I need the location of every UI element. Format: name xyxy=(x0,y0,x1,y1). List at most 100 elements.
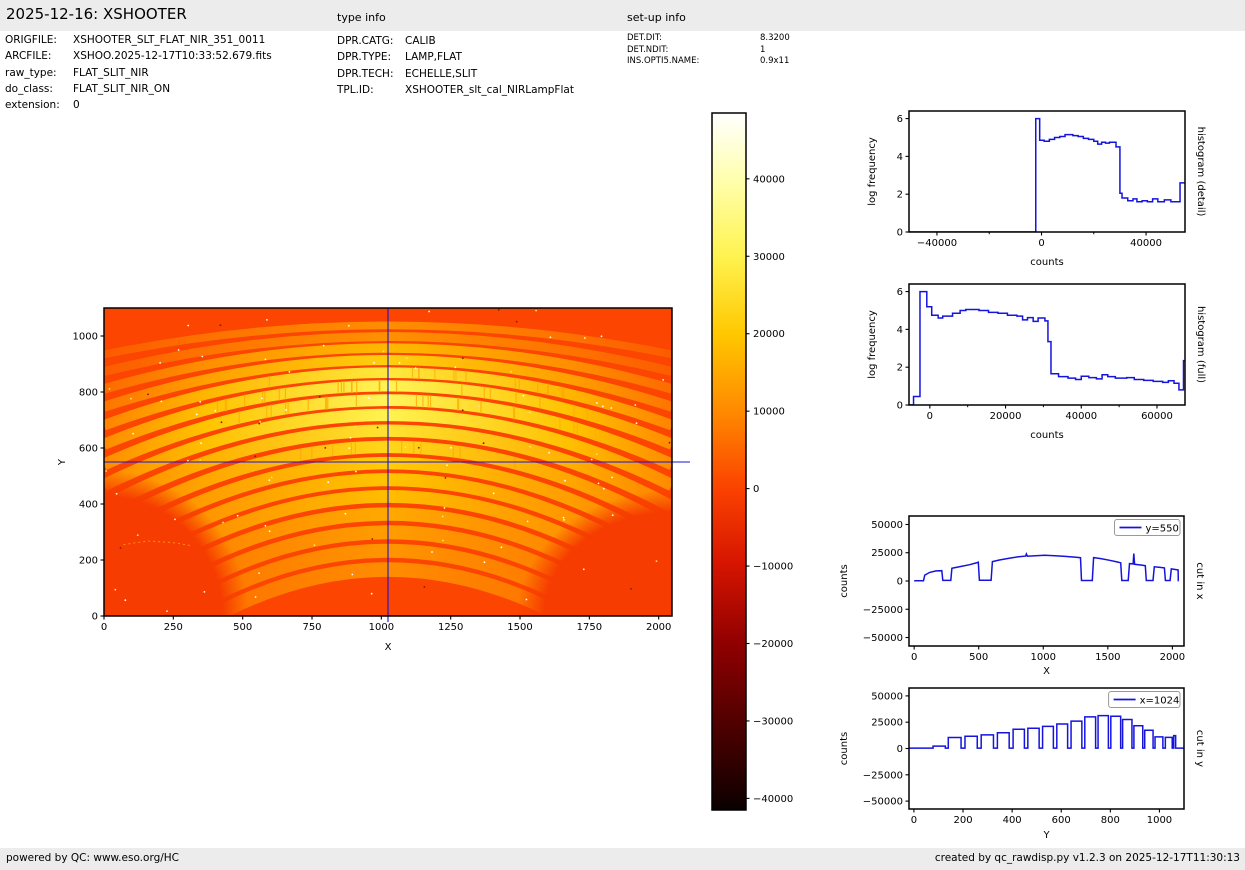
hot-pixel xyxy=(535,310,537,312)
hot-pixel xyxy=(418,447,420,449)
hot-pixel xyxy=(493,492,495,494)
hot-pixel xyxy=(348,325,350,327)
hot-pixel xyxy=(612,514,614,516)
hot-pixel xyxy=(630,588,632,590)
hot-pixel xyxy=(174,519,176,521)
hot-pixel xyxy=(314,544,316,546)
hot-pixel xyxy=(373,362,375,364)
hot-pixel xyxy=(455,366,457,368)
hot-pixel xyxy=(269,530,271,532)
cut-in-x-plot-legend-label: y=550 xyxy=(1146,524,1179,535)
hot-pixel xyxy=(548,452,550,454)
hot-pixel xyxy=(147,394,149,396)
main-image-x-tick-label: 1250 xyxy=(438,622,463,633)
cut-in-x-plot: y=5500500100015002000−50000−250000250005… xyxy=(839,516,1205,677)
histogram-detail-plot-x-tick-label: 40000 xyxy=(1130,238,1162,249)
cut-in-x-plot-y-tick-label: 0 xyxy=(897,577,903,588)
hot-pixel xyxy=(323,345,325,347)
cut-in-x-plot-x-tick-label: 1000 xyxy=(1031,652,1056,663)
colorbar-tick-label: 30000 xyxy=(753,252,785,263)
hot-pixel xyxy=(368,397,370,399)
main-image-x-tick-label: 500 xyxy=(233,622,252,633)
hot-pixel xyxy=(109,388,111,390)
main-image-x-tick-label: 2000 xyxy=(646,622,671,633)
hot-pixel xyxy=(259,421,261,423)
main-image-plot: 0250500750100012501500175020000200400600… xyxy=(0,308,827,762)
colorbar: 400003000020000100000−10000−20000−30000−… xyxy=(712,113,793,810)
hot-pixel xyxy=(214,410,216,412)
hot-pixel xyxy=(220,324,222,326)
cut-in-y-plot-x-tick-label: 200 xyxy=(953,815,972,826)
hot-pixel xyxy=(510,371,512,373)
colorbar-tick-label: −20000 xyxy=(753,639,793,650)
hot-pixel xyxy=(166,610,168,612)
main-image-y-tick-label: 600 xyxy=(79,444,98,455)
hot-pixel xyxy=(596,453,598,455)
hot-pixel xyxy=(178,349,180,351)
histogram-detail-plot-x-tick-label: 0 xyxy=(1038,238,1044,249)
colorbar-tick-label: −10000 xyxy=(753,562,793,573)
cut-in-x-plot-y-tick-label: 50000 xyxy=(871,520,903,531)
histogram-full-plot-x-tick-label: 0 xyxy=(927,411,933,422)
hot-pixel xyxy=(523,395,525,397)
hot-pixel xyxy=(527,521,529,523)
hot-pixel xyxy=(221,421,223,423)
qc-report-page: 2025-12-16: XSHOOTER type info set-up in… xyxy=(0,0,1245,870)
hot-pixel xyxy=(498,309,500,311)
main-image-x-tick-label: 1500 xyxy=(507,622,532,633)
colorbar-tick-label: 10000 xyxy=(753,407,785,418)
hot-pixel xyxy=(160,401,162,403)
cut-in-y-plot-x-tick-label: 400 xyxy=(1003,815,1022,826)
hot-pixel xyxy=(114,589,116,591)
hot-pixel xyxy=(265,525,267,527)
hot-pixel xyxy=(371,593,373,595)
hot-pixel xyxy=(254,455,256,457)
histogram-detail-plot-side-label: histogram (detail) xyxy=(1195,127,1206,217)
hot-pixel xyxy=(196,414,198,416)
histogram-detail-plot-y-tick-label: 4 xyxy=(897,152,903,163)
hot-pixel xyxy=(584,337,586,339)
main-image-y-tick-label: 0 xyxy=(92,612,98,623)
cut-in-x-plot-x-tick-label: 1500 xyxy=(1095,652,1120,663)
histogram-full-plot-x-tick-label: 20000 xyxy=(990,411,1022,422)
cut-in-x-plot-x-tick-label: 0 xyxy=(911,652,917,663)
hot-pixel xyxy=(351,574,353,576)
hot-pixel xyxy=(261,398,263,400)
hot-pixel xyxy=(442,516,444,518)
hot-pixel xyxy=(611,477,613,479)
hot-pixel xyxy=(442,540,444,542)
main-image-y-tick-label: 400 xyxy=(79,500,98,511)
hot-pixel xyxy=(450,447,452,449)
main-image-y-tick-label: 800 xyxy=(79,388,98,399)
histogram-full-plot-x-tick-label: 60000 xyxy=(1141,411,1173,422)
colorbar-tick-label: 0 xyxy=(753,484,759,495)
histogram-full-plot: 02000040000600000246countslog frequencyh… xyxy=(867,284,1206,441)
hot-pixel xyxy=(201,356,203,358)
footer-right-text: created by qc_rawdisp.py v1.2.3 on 2025-… xyxy=(935,852,1240,864)
cut-in-x-plot-side-label: cut in x xyxy=(1194,562,1205,599)
hot-pixel xyxy=(187,460,189,462)
hot-pixel xyxy=(258,423,260,425)
histogram-detail-plot-y-tick-label: 6 xyxy=(897,114,903,125)
hot-pixel xyxy=(350,437,352,439)
hot-pixel xyxy=(289,371,291,373)
hot-pixel xyxy=(371,538,373,540)
main-image-x-tick-label: 1000 xyxy=(369,622,394,633)
main-image-y-tick-label: 200 xyxy=(79,556,98,567)
hot-pixel xyxy=(662,379,664,381)
hot-pixel xyxy=(634,404,636,406)
cut-in-y-plot-y-tick-label: 0 xyxy=(897,744,903,755)
hot-pixel xyxy=(603,488,605,490)
hot-pixel xyxy=(583,568,585,570)
histogram-full-plot-y-axis-label: log frequency xyxy=(867,310,878,379)
echelle-image xyxy=(0,308,827,762)
hot-pixel xyxy=(484,561,486,563)
hot-pixel xyxy=(610,407,612,409)
hot-pixel xyxy=(204,591,206,593)
cut-in-y-plot: x=102402004006008001000−50000−2500002500… xyxy=(839,688,1205,841)
hot-pixel xyxy=(415,367,417,369)
hot-pixel xyxy=(656,560,658,562)
cut-in-x-plot-y-tick-label: 25000 xyxy=(871,548,903,559)
histogram-full-plot-side-label: histogram (full) xyxy=(1195,306,1206,383)
cut-in-x-plot-x-tick-label: 500 xyxy=(969,652,988,663)
